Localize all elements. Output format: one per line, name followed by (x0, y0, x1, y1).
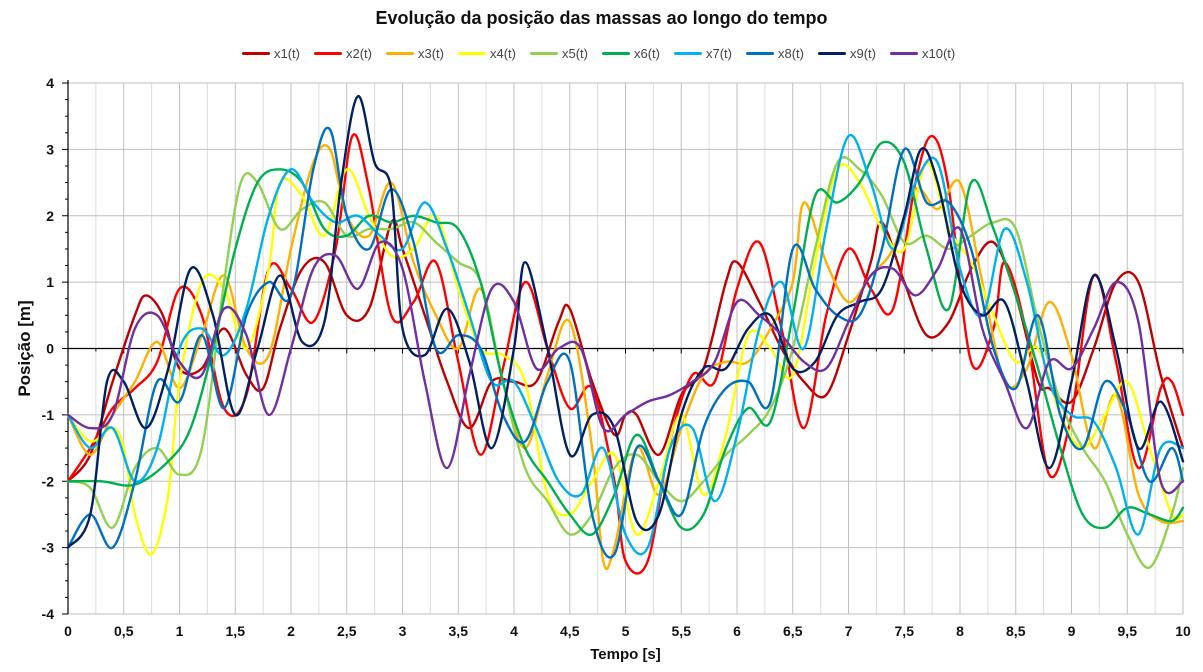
legend-label: x4(t) (490, 46, 516, 61)
legend-label: x1(t) (274, 46, 300, 61)
series-line-8 (66, 126, 1185, 559)
legend-label: x7(t) (706, 46, 732, 61)
legend-swatch (242, 52, 270, 55)
series-line-3 (66, 144, 1185, 571)
legend: x1(t) x2(t) x3(t) x4(t) x5(t) x6(t) x7(t) x8(t)… (242, 46, 955, 61)
legend-swatch (314, 52, 342, 55)
y-tick-label: -4 (42, 606, 55, 622)
series-line-2 (66, 133, 1185, 575)
legend-item-10: x10(t) (890, 46, 955, 61)
legend-label: x5(t) (562, 46, 588, 61)
legend-item-9: x9(t) (818, 46, 876, 61)
legend-label: x8(t) (778, 46, 804, 61)
y-tick-label: 2 (46, 208, 54, 224)
x-axis-label: Tempo [s] (590, 646, 661, 663)
x-tick-label: 6,5 (783, 623, 803, 639)
legend-label: x2(t) (346, 46, 372, 61)
chart-title: Evolução da posição das massas ao longo … (375, 8, 828, 28)
legend-swatch (746, 52, 774, 55)
x-tick-label: 4 (510, 623, 518, 639)
legend-item-8: x8(t) (746, 46, 804, 61)
x-tick-label: 2,5 (337, 623, 357, 639)
series-line-1 (66, 218, 1185, 483)
legend-swatch (530, 52, 558, 55)
y-tick-label: 3 (46, 141, 54, 157)
x-tick-label: 3 (399, 623, 407, 639)
legend-swatch (386, 52, 414, 55)
x-tick-label: 1,5 (226, 623, 246, 639)
x-tick-label: 3,5 (449, 623, 469, 639)
legend-swatch (890, 52, 918, 55)
legend-swatch (602, 52, 630, 55)
legend-label: x3(t) (418, 46, 444, 61)
legend-item-1: x1(t) (242, 46, 300, 61)
x-tick-label: 7,5 (895, 623, 915, 639)
legend-item-7: x7(t) (674, 46, 732, 61)
y-axis-label: Posição [m] (15, 300, 34, 396)
x-tick-label: 8 (956, 623, 964, 639)
y-tick-label: -2 (42, 473, 55, 489)
x-tick-label: 9,5 (1118, 623, 1138, 639)
legend-item-5: x5(t) (530, 46, 588, 61)
legend-swatch (818, 52, 846, 55)
legend-label: x6(t) (634, 46, 660, 61)
legend-item-4: x4(t) (458, 46, 516, 61)
x-tick-label: 7 (845, 623, 853, 639)
legend-item-3: x3(t) (386, 46, 444, 61)
legend-item-6: x6(t) (602, 46, 660, 61)
x-tick-label: 0 (64, 623, 72, 639)
series-line-5 (66, 156, 1185, 569)
y-tick-label: -1 (42, 407, 55, 423)
x-tick-label: 1 (176, 623, 184, 639)
x-tick-label: 8,5 (1006, 623, 1026, 639)
x-tick-label: 4,5 (560, 623, 580, 639)
legend-label: x9(t) (850, 46, 876, 61)
x-tick-label: 10 (1175, 623, 1191, 639)
y-tick-label: 4 (46, 75, 54, 91)
legend-swatch (674, 52, 702, 55)
y-tick-label: 1 (46, 274, 54, 290)
legend-item-2: x2(t) (314, 46, 372, 61)
series-line-10 (66, 226, 1185, 495)
y-tick-label: -3 (42, 540, 55, 556)
y-tick-label: 0 (46, 341, 54, 357)
x-tick-label: 5 (622, 623, 630, 639)
x-tick-label: 0,5 (114, 623, 134, 639)
x-tick-label: 9 (1068, 623, 1076, 639)
legend-swatch (458, 52, 486, 55)
x-tick-label: 2 (287, 623, 295, 639)
series-line-7 (66, 133, 1185, 556)
x-tick-label: 5,5 (672, 623, 692, 639)
series-line-9 (66, 95, 1185, 549)
x-tick-label: 6 (733, 623, 741, 639)
legend-label: x10(t) (922, 46, 956, 61)
